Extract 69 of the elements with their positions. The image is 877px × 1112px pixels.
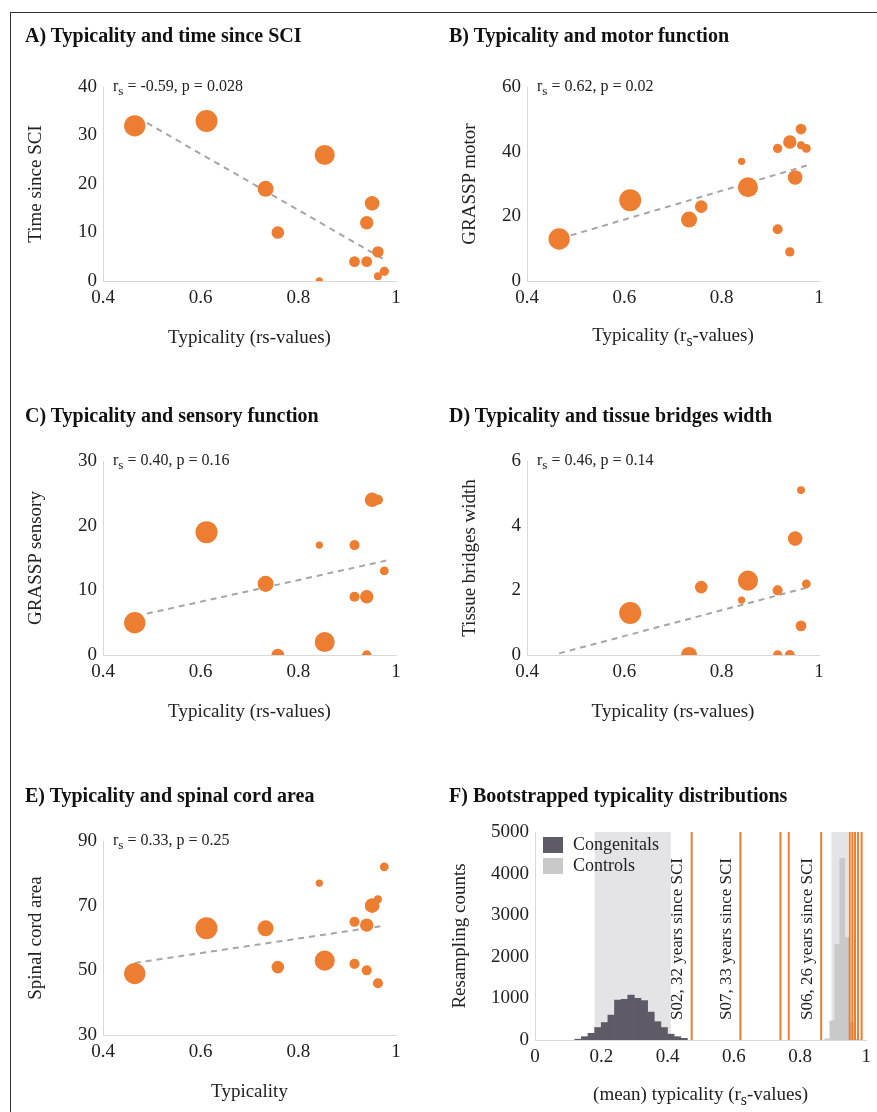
x-tick-label: 0.8 [286, 660, 311, 682]
y-tick-label: 6 [511, 448, 521, 470]
x-tick-label: 0.6 [612, 286, 637, 308]
chart-title: F) Bootstrapped typicality distributions [449, 784, 788, 807]
x-tick-label: 1 [814, 660, 824, 682]
y-axis-title: Time since SCI [24, 125, 46, 243]
y-tick-label: 50 [78, 958, 97, 980]
y-tick-label: 90 [78, 828, 97, 850]
y-axis-title: GRASSP motor [458, 123, 480, 245]
chart-title: A) Typicality and time since SCI [25, 24, 302, 47]
y-tick-label: 20 [78, 513, 97, 535]
y-axis-title: Spinal cord area [24, 876, 46, 1000]
annotation: r$_{s}$ = 0.40, p = 0.16 [113, 451, 230, 474]
x-tick-label: 0.8 [286, 286, 311, 308]
chart-title: C) Typicality and sensory function [25, 404, 319, 427]
y-tick-label: 1000 [491, 986, 529, 1008]
ref-line-label: S07, 33 years since SCI [715, 857, 735, 1020]
legend-label: Congenitals [573, 834, 659, 855]
y-tick-label: 70 [78, 893, 97, 915]
x-axis-title: (mean) typicality (r$_{s}$-values) [593, 1083, 809, 1109]
x-tick-label: 0.6 [612, 660, 637, 682]
y-tick-label: 4 [511, 513, 522, 535]
x-axis-title: Typicality (rs-values) [168, 700, 331, 722]
y-tick-label: 10 [78, 578, 97, 600]
annotation: r$_{s}$ = 0.33, p = 0.25 [113, 831, 230, 854]
x-tick-label: 1 [861, 1045, 871, 1067]
x-tick-label: 0.2 [589, 1045, 614, 1067]
chart-title: E) Typicality and spinal cord area [25, 784, 315, 807]
annotation: r$_{s}$ = -0.59, p = 0.028 [113, 77, 243, 100]
x-tick-label: 0.8 [709, 660, 734, 682]
chart-title: D) Typicality and tissue bridges width [449, 404, 773, 427]
y-tick-label: 4000 [491, 861, 529, 883]
y-tick-label: 20 [78, 171, 97, 193]
x-tick-label: 0.6 [188, 660, 213, 682]
y-axis-title: Resampling counts [448, 863, 470, 1009]
y-tick-label: 2000 [491, 944, 529, 966]
x-axis-title: Typicality (rs-values) [168, 326, 331, 348]
x-axis-title: Typicality (rs-values) [591, 700, 755, 722]
chart-title: B) Typicality and motor function [449, 24, 730, 47]
x-tick-label: 0.6 [188, 1040, 213, 1062]
x-tick-label: 1 [814, 286, 824, 308]
ref-line-label: S02, 32 years since SCI [667, 857, 687, 1020]
y-tick-label: 20 [502, 204, 521, 226]
y-tick-label: 5000 [491, 819, 529, 841]
annotation: r$_{s}$ = 0.46, p = 0.14 [537, 451, 654, 474]
y-axis-title: Tissue bridges width [458, 479, 480, 637]
x-tick-label: 1 [391, 660, 401, 682]
x-tick-label: 1 [391, 286, 401, 308]
x-axis-title: Typicality (r$_{s}$-values) [592, 324, 754, 350]
x-tick-label: 0.8 [286, 1040, 311, 1062]
annotation: r$_{s}$ = 0.62, p = 0.02 [537, 77, 654, 100]
x-tick-label: 0.6 [188, 286, 213, 308]
x-tick-label: 0.6 [721, 1045, 746, 1067]
ref-line-label: S06, 26 years since SCI [796, 857, 816, 1020]
legend-label: Controls [573, 855, 636, 876]
y-axis-title: GRASSP sensory [24, 491, 46, 625]
y-tick-label: 60 [502, 74, 521, 96]
y-tick-label: 30 [78, 448, 97, 470]
x-tick-label: 0.8 [709, 286, 734, 308]
y-tick-label: 40 [78, 74, 97, 96]
y-tick-label: 40 [502, 139, 521, 161]
y-tick-label: 10 [78, 220, 97, 242]
x-tick-label: 0.8 [788, 1045, 812, 1067]
y-tick-label: 2 [511, 578, 521, 600]
y-tick-label: 30 [78, 123, 97, 145]
x-tick-label: 0.4 [655, 1045, 680, 1067]
x-tick-label: 1 [391, 1040, 401, 1062]
x-axis-title: Typicality [211, 1080, 288, 1102]
y-tick-label: 3000 [491, 903, 529, 925]
